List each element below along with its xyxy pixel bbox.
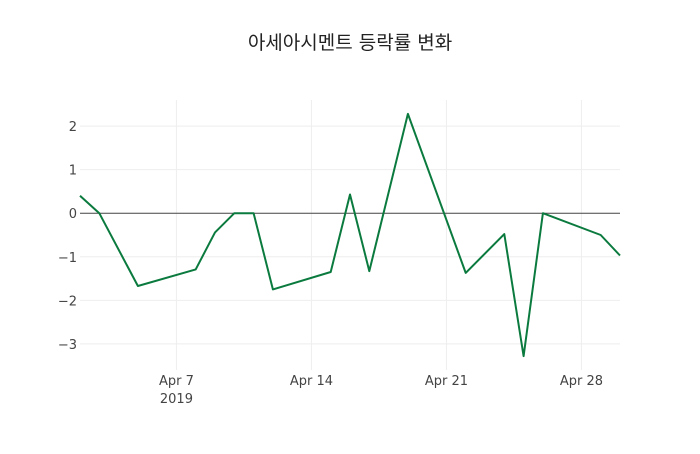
y-tick-label: 2 [69,120,77,135]
y-tick-label: 1 [69,164,77,179]
series-layer [80,114,620,356]
x-tick-label: Apr 14 [290,374,333,389]
x-tick-label: Apr 28 [560,374,603,389]
chart-title: 아세아시멘트 등락률 변화 [248,32,452,54]
y-tick-label: −3 [58,338,77,353]
y-tick-label: 0 [69,207,77,222]
y-tick-label: −1 [58,251,77,266]
x-tick-label: Apr 21 [425,374,468,389]
x-axis: Apr 7 2019 Apr 14 Apr 21 Apr 28 [159,374,603,407]
x-tick-sublabel: 2019 [160,392,193,407]
series-line [80,114,620,356]
x-tick-label: Apr 7 [159,374,194,389]
y-axis: 2 1 0 −1 −2 −3 [58,120,77,353]
y-tick-label: −2 [58,294,77,309]
